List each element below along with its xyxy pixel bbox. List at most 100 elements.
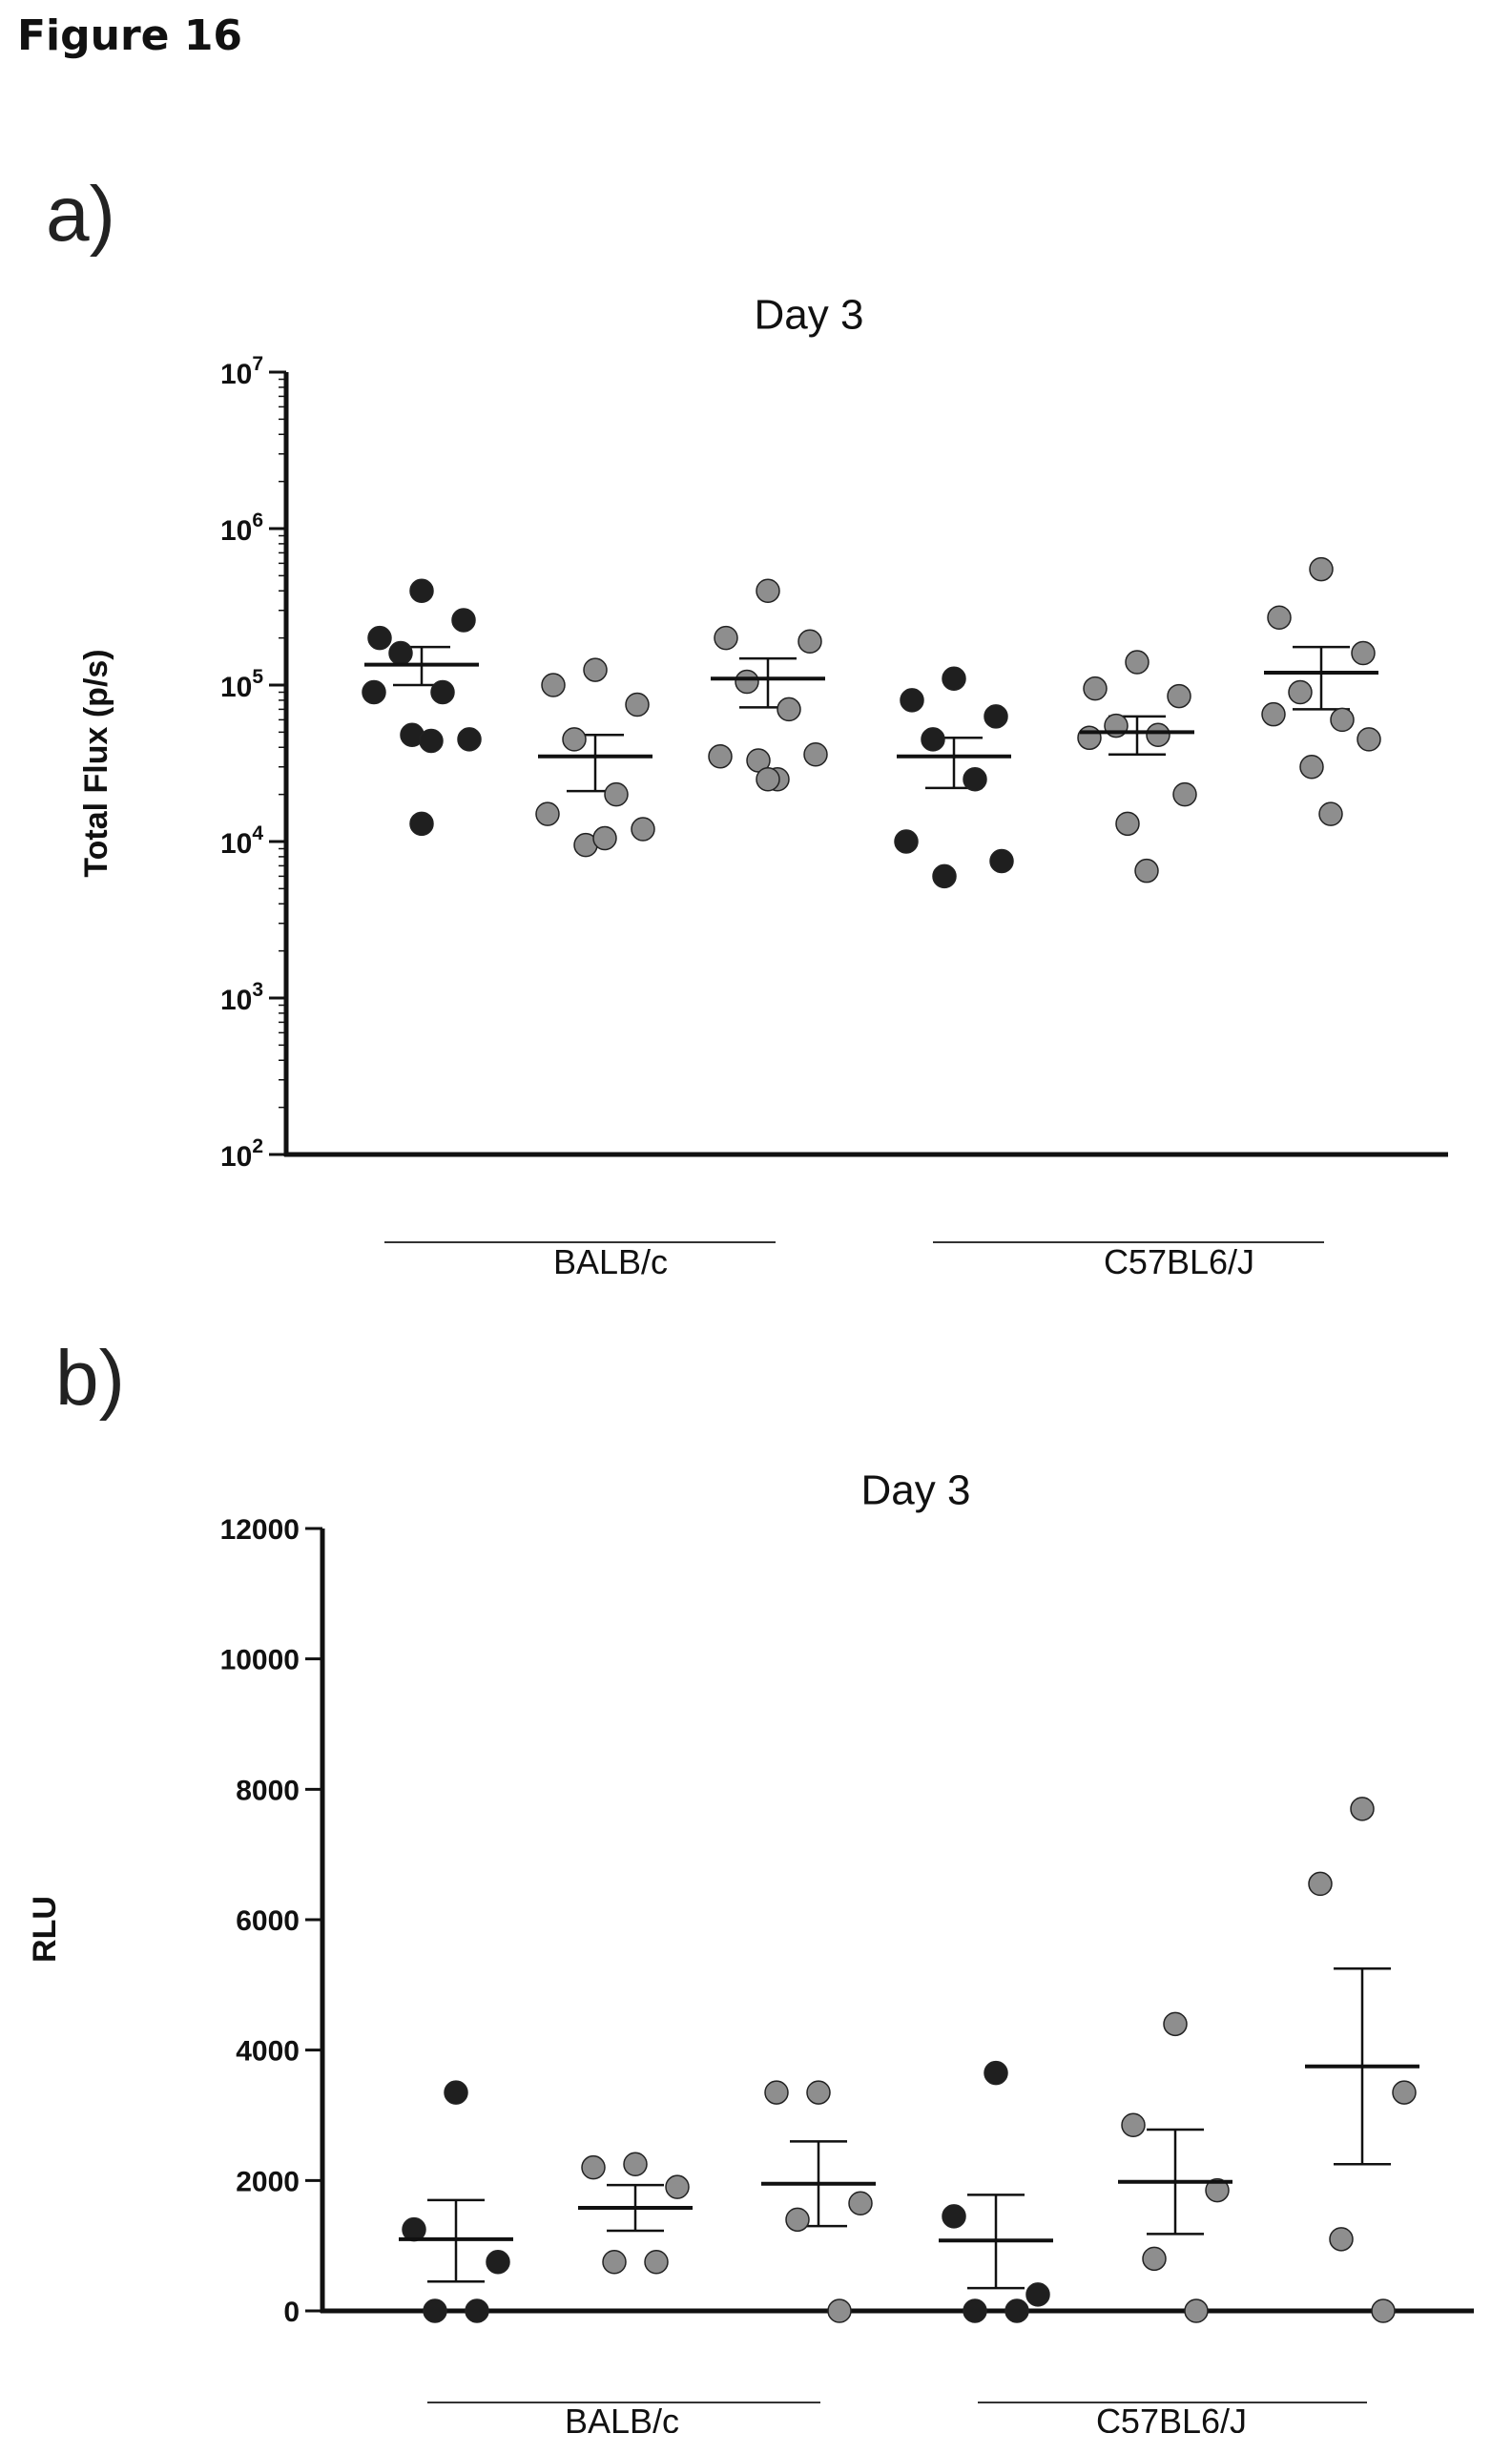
data-point <box>465 2298 489 2323</box>
data-point <box>1077 725 1102 751</box>
data-point <box>535 801 560 826</box>
data-point <box>631 817 655 842</box>
data-point <box>827 2298 852 2323</box>
y-tick-label: 105 <box>220 666 263 703</box>
y-tick-label: 102 <box>220 1135 263 1173</box>
series-4 <box>939 2060 1053 2323</box>
data-point <box>1134 858 1159 884</box>
y-tick-label: 2000 <box>236 2166 300 2197</box>
data-point <box>623 2152 648 2176</box>
data-point <box>1392 2080 1417 2105</box>
data-point <box>894 829 919 854</box>
data-point <box>714 625 738 651</box>
data-point <box>1146 722 1170 748</box>
data-point <box>848 2191 873 2215</box>
data-point <box>1357 727 1381 752</box>
data-point <box>921 727 945 752</box>
figure-title: Figure 16 <box>17 11 243 60</box>
data-point <box>602 2250 627 2275</box>
data-point <box>604 781 629 807</box>
data-point <box>708 744 733 769</box>
data-point <box>963 766 987 792</box>
data-point <box>735 669 759 695</box>
data-point <box>1083 676 1108 701</box>
data-point <box>388 640 413 666</box>
data-point <box>1299 755 1324 780</box>
series-3 <box>761 2080 876 2323</box>
data-point <box>1330 707 1355 733</box>
chart-title: Day 3 <box>861 1469 971 1514</box>
data-point <box>756 578 780 604</box>
data-point <box>625 692 650 717</box>
data-point <box>581 2154 606 2180</box>
data-point <box>1142 2246 1167 2272</box>
data-point <box>1308 1871 1333 1897</box>
data-point <box>409 811 434 837</box>
data-point <box>419 728 444 754</box>
chart-title: Day 3 <box>755 292 864 339</box>
y-tick-label: 12000 <box>220 1514 300 1546</box>
data-point <box>963 2298 987 2323</box>
data-point <box>756 766 780 792</box>
data-point <box>444 2080 468 2105</box>
series-2 <box>535 657 655 858</box>
data-point <box>592 825 617 851</box>
y-axis-label: Total Flux (p/s) <box>78 649 114 877</box>
y-axis-label: RLU <box>27 1896 63 1963</box>
series-6 <box>1305 1797 1419 2323</box>
series-3 <box>708 578 828 792</box>
y-tick-label: 4000 <box>236 2036 300 2068</box>
data-point <box>1371 2298 1396 2323</box>
data-point <box>1005 2298 1029 2323</box>
data-point <box>423 2298 447 2323</box>
y-tick-label: 106 <box>220 510 263 547</box>
data-point <box>764 2080 789 2105</box>
group-label-c57: C57BL6/J <box>1096 2402 1247 2433</box>
data-point <box>989 848 1014 874</box>
data-point <box>785 2207 810 2233</box>
data-point <box>1121 2112 1146 2137</box>
series-1 <box>362 578 482 837</box>
panel-a-label: a) <box>46 171 115 258</box>
data-point <box>1309 556 1334 582</box>
data-point <box>1172 781 1197 807</box>
data-point <box>942 2204 966 2229</box>
data-point <box>362 679 386 705</box>
chart-a: Day 3 Total Flux (p/s) 102 103 104 105 106 107 B… <box>78 292 1448 1279</box>
panel-b-label: b) <box>55 1335 125 1422</box>
data-point <box>1329 2227 1354 2252</box>
group-label-c57: C57BL6/J <box>1104 1242 1254 1279</box>
data-point <box>984 704 1008 729</box>
data-point <box>932 863 957 889</box>
data-point <box>803 742 828 767</box>
data-point <box>1205 2177 1230 2203</box>
y-tick-label: 104 <box>220 822 263 860</box>
chart-b: Day 3 RLU 0 2000 4000 6000 8000 10000 12000 BALB/… <box>27 1469 1474 2433</box>
series-6 <box>1261 556 1381 826</box>
data-point <box>942 666 966 691</box>
data-point <box>1167 683 1191 709</box>
data-point <box>984 2060 1008 2086</box>
series-1 <box>399 2080 513 2323</box>
data-point <box>430 679 455 705</box>
data-point <box>409 578 434 604</box>
data-point <box>562 727 587 752</box>
data-point <box>1288 679 1313 705</box>
series-5 <box>1118 2011 1232 2323</box>
data-point <box>583 657 608 682</box>
y-tick-label: 10000 <box>220 1645 300 1676</box>
data-point <box>1261 701 1286 727</box>
data-point <box>1125 650 1150 675</box>
y-tick-label: 6000 <box>236 1905 300 1937</box>
y-tick-label: 0 <box>283 2297 300 2328</box>
data-point <box>900 688 924 713</box>
series-2 <box>578 2152 693 2275</box>
y-tick-label: 107 <box>220 353 263 390</box>
series-4 <box>894 666 1014 889</box>
series-5 <box>1077 650 1197 884</box>
data-point <box>1163 2011 1188 2037</box>
data-point <box>1267 605 1292 631</box>
data-point <box>451 608 476 633</box>
data-point <box>1318 801 1343 826</box>
group-label-balbc: BALB/c <box>553 1242 668 1279</box>
